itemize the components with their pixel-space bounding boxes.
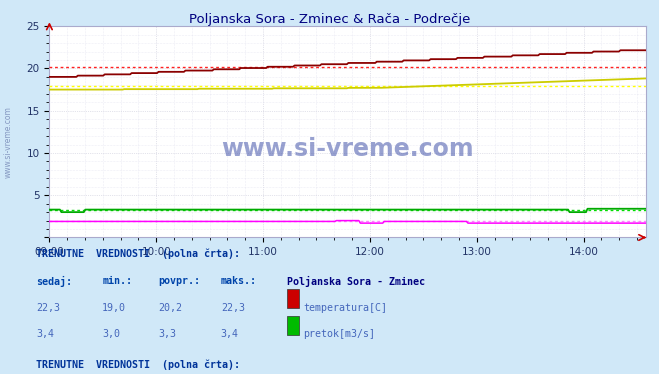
Text: TRENUTNE  VREDNOSTI  (polna črta):: TRENUTNE VREDNOSTI (polna črta):: [36, 359, 241, 370]
Text: www.si-vreme.com: www.si-vreme.com: [221, 137, 474, 161]
Text: 20,2: 20,2: [158, 303, 182, 313]
Text: TRENUTNE  VREDNOSTI  (polna črta):: TRENUTNE VREDNOSTI (polna črta):: [36, 249, 241, 259]
Text: 3,4: 3,4: [36, 329, 54, 340]
Text: www.si-vreme.com: www.si-vreme.com: [3, 106, 13, 178]
Text: 3,4: 3,4: [221, 329, 239, 340]
Text: 3,0: 3,0: [102, 329, 120, 340]
Text: 22,3: 22,3: [221, 303, 244, 313]
Text: maks.:: maks.:: [221, 276, 257, 286]
Text: temperatura[C]: temperatura[C]: [303, 303, 387, 313]
Text: 19,0: 19,0: [102, 303, 126, 313]
Text: Poljanska Sora - Zminec: Poljanska Sora - Zminec: [287, 276, 424, 286]
Text: 3,3: 3,3: [158, 329, 176, 340]
Text: pretok[m3/s]: pretok[m3/s]: [303, 329, 375, 340]
Text: Poljanska Sora - Zminec & Rača - Podrečje: Poljanska Sora - Zminec & Rača - Podrečj…: [189, 13, 470, 26]
Text: min.:: min.:: [102, 276, 132, 286]
Text: povpr.:: povpr.:: [158, 276, 200, 286]
Text: 22,3: 22,3: [36, 303, 60, 313]
Text: sedaj:: sedaj:: [36, 276, 72, 286]
